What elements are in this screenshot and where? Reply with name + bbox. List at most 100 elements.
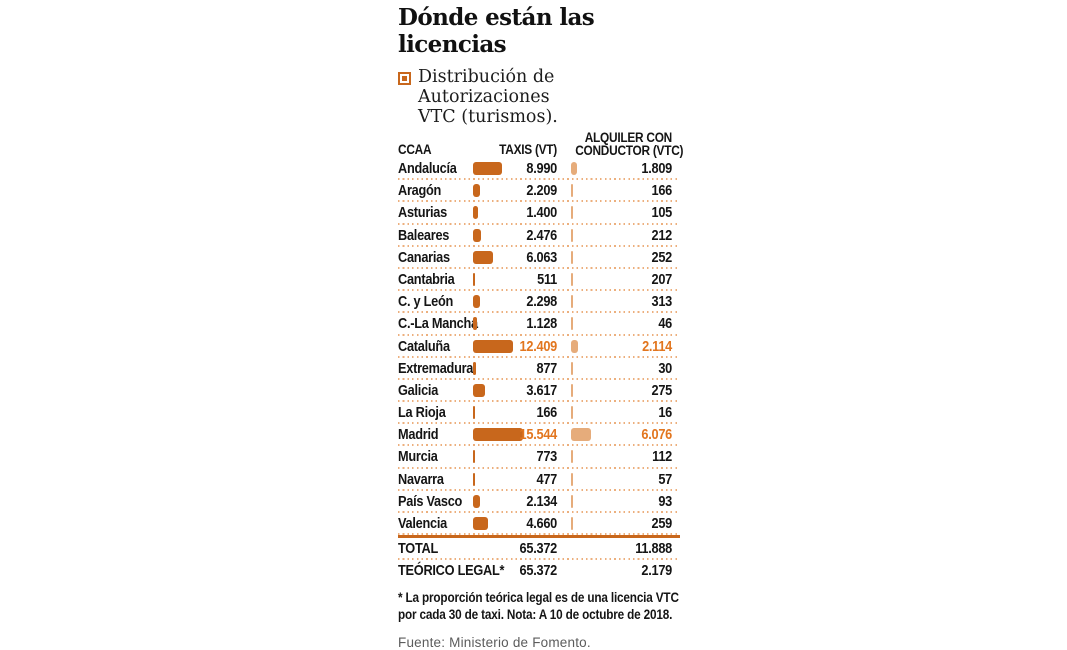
taxi-value: 8.990 (526, 160, 557, 177)
legend-text-line1: Distribución de Autorizaciones (418, 67, 555, 107)
taxi-value: 2.298 (526, 293, 557, 311)
total-vtc-value: 11.888 (635, 540, 672, 558)
row-label: Andalucía (398, 160, 457, 177)
row-label: Cataluña (398, 337, 450, 355)
teorico-legal-row: TEÓRICO LEGAL* 65.372 2.179 (398, 560, 680, 582)
vtc-value: 212 (651, 226, 672, 244)
total-rule (398, 535, 680, 539)
vtc-bar (571, 361, 573, 375)
vtc-bar (571, 317, 573, 331)
taxi-bar (473, 406, 475, 420)
vtc-value: 275 (651, 381, 672, 399)
vtc-bar (571, 472, 573, 486)
taxi-value: 15.544 (519, 426, 558, 444)
vtc-value: 207 (651, 270, 672, 288)
row-label: Baleares (398, 226, 450, 244)
taxi-value: 3.617 (526, 381, 557, 399)
teorico-legal-vtc-value: 2.179 (641, 562, 672, 580)
taxi-bar (473, 361, 476, 375)
column-header-vtc: ALQUILER CON CONDUCTOR (VTC) (575, 130, 684, 158)
taxi-bar (473, 162, 502, 175)
vtc-bar (571, 162, 577, 175)
table-row: La Rioja 166 16 (398, 402, 680, 425)
vtc-value: 2.114 (642, 337, 672, 355)
row-label: C. y León (398, 293, 454, 311)
vtc-bar (571, 295, 573, 309)
table-header: CCAA TAXIS (VT) ALQUILER CON CONDUCTOR (… (398, 130, 684, 158)
legend-text-line2: VTC (turismos). (418, 107, 558, 127)
taxi-value: 6.063 (526, 248, 557, 266)
vtc-value: 313 (651, 293, 672, 311)
table-row: Canarias 6.063 252 (398, 247, 680, 270)
row-label: Cantabria (398, 270, 455, 288)
infographic: Dónde están las licencias Distribución d… (398, 4, 684, 650)
vtc-value: 166 (651, 182, 672, 200)
vtc-bar (571, 272, 573, 286)
taxi-value: 166 (536, 404, 557, 422)
row-label: Galicia (398, 381, 439, 399)
taxi-value: 2.134 (526, 492, 557, 510)
row-label: Asturias (398, 204, 447, 222)
vtc-bar (571, 250, 573, 264)
vtc-value: 46 (658, 315, 672, 333)
taxi-bar (473, 295, 481, 309)
legend-bullet-icon (398, 72, 411, 85)
vtc-bar (571, 450, 573, 464)
table-row: Galicia 3.617 275 (398, 380, 680, 403)
column-header-vtc-line2: CONDUCTOR (VTC) (575, 143, 684, 158)
row-label: C.-La Mancha (398, 315, 478, 333)
table-row: Murcia 773 112 (398, 446, 680, 469)
taxi-value: 773 (536, 448, 557, 466)
vtc-value: 112 (652, 448, 672, 466)
taxi-bar (473, 250, 493, 264)
taxi-bar (473, 339, 513, 353)
taxi-bar (473, 184, 481, 198)
vtc-bar (571, 206, 573, 220)
table-row: Valencia 4.660 259 (398, 513, 680, 536)
table-row: Asturias 1.400 105 (398, 202, 680, 225)
row-label: Murcia (398, 448, 438, 466)
vtc-bar (571, 428, 591, 442)
vtc-bar (571, 494, 573, 508)
legend: Distribución de Autorizaciones VTC (turi… (398, 67, 680, 127)
row-label: Extremadura (398, 359, 474, 377)
row-label: Valencia (398, 515, 448, 532)
table-row: C.-La Mancha 1.128 46 (398, 313, 680, 336)
taxi-bar (473, 228, 481, 242)
vtc-value: 6.076 (641, 426, 672, 444)
vtc-bar (571, 517, 573, 530)
footnote: * La proporción teórica legal es de una … (398, 589, 679, 622)
taxi-bar (473, 206, 478, 220)
row-label: Madrid (398, 426, 439, 444)
taxi-value: 2.476 (526, 226, 557, 244)
footnote-line1: * La proporción teórica legal es de una … (398, 589, 679, 606)
vtc-bar (571, 383, 573, 397)
vtc-bar (571, 406, 573, 420)
table-body: Andalucía 8.990 1.809 Aragón 2.209 166 A… (398, 158, 680, 536)
teorico-legal-label: TEÓRICO LEGAL* (398, 562, 505, 580)
vtc-value: 259 (651, 515, 672, 532)
footnote-line2: por cada 30 de taxi. Nota: A 10 de octub… (398, 605, 673, 622)
column-header-vtc-line1: ALQUILER CON (584, 130, 673, 145)
vtc-value: 105 (651, 204, 672, 222)
vtc-value: 16 (658, 404, 672, 422)
vtc-value: 30 (658, 359, 672, 377)
taxi-bar (473, 272, 475, 286)
row-label: País Vasco (398, 492, 463, 510)
table-row: Navarra 477 57 (398, 469, 680, 492)
table-row: Aragón 2.209 166 (398, 180, 680, 203)
taxi-value: 2.209 (526, 182, 557, 200)
taxi-value: 1.128 (526, 315, 557, 333)
chart-title: Dónde están las licencias (398, 4, 595, 58)
vtc-bar (571, 339, 578, 353)
taxi-bar (473, 450, 476, 464)
taxi-value: 12.409 (519, 337, 558, 355)
table-row: País Vasco 2.134 93 (398, 491, 680, 514)
taxi-value: 511 (537, 270, 557, 288)
taxi-value: 477 (536, 470, 557, 488)
taxi-bar (473, 472, 475, 486)
total-row: TOTAL 65.372 11.888 (398, 538, 680, 561)
vtc-value: 252 (651, 248, 672, 266)
page: { "title": "Dónde están las licencias", … (398, 4, 684, 650)
taxi-bar (473, 317, 477, 331)
